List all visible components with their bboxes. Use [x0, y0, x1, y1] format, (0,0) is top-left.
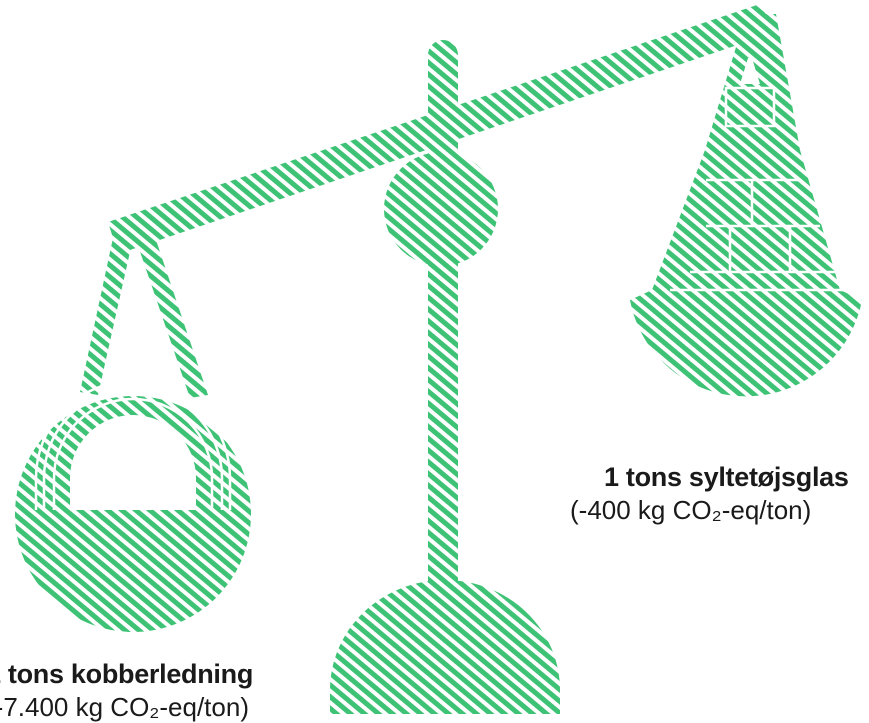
left-item-value: (-7.400 kg CO₂-eq/ton) [0, 692, 249, 722]
jam-jar-stack [630, 14, 862, 397]
left-item-label: 1 tons kobberledning (-7.400 kg CO₂-eq/t… [0, 659, 253, 723]
right-item-name: 1 tons syltetøjsglas [604, 462, 849, 492]
right-item-value: (-400 kg CO₂-eq/ton) [570, 495, 812, 525]
left-item-name: 1 tons kobberledning [0, 659, 254, 689]
scale-beam [108, 4, 776, 254]
scale-pivot-ball [384, 152, 498, 266]
copper-cable-coil [15, 379, 251, 632]
scale-base [330, 580, 560, 714]
left-pan-strings [80, 234, 208, 398]
right-item-label: 1 tons syltetøjsglas (-400 kg CO₂-eq/ton… [570, 462, 849, 526]
